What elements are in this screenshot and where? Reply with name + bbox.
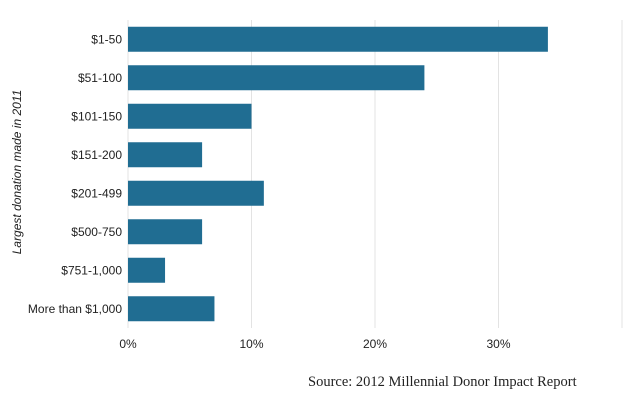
bar	[128, 142, 203, 168]
bar	[128, 180, 264, 206]
bar	[128, 219, 203, 245]
category-label: $151-200	[71, 148, 122, 162]
category-label: More than $1,000	[28, 302, 122, 316]
bar	[128, 103, 252, 129]
x-tick-label: 30%	[486, 337, 510, 351]
bars	[128, 26, 548, 322]
category-label: $101-150	[71, 109, 122, 123]
category-label: $51-100	[78, 71, 122, 85]
category-label: $201-499	[71, 186, 122, 200]
x-tick-label: 10%	[239, 337, 263, 351]
x-tick-label: 0%	[119, 337, 137, 351]
category-label: $1-50	[91, 32, 122, 46]
bar	[128, 65, 425, 91]
source-note: Source: 2012 Millennial Donor Impact Rep…	[308, 374, 577, 390]
category-label: $751-1,000	[61, 263, 122, 277]
category-labels: $1-50 $51-100 $101-150 $151-200 $201-499 $500…	[28, 32, 122, 316]
bar	[128, 26, 548, 52]
bar	[128, 296, 215, 322]
category-label: $500-750	[71, 225, 122, 239]
bar	[128, 257, 166, 283]
x-tick-label: 20%	[363, 337, 387, 351]
y-axis-title: Largest donation made in 2011	[10, 90, 24, 255]
x-tick-labels: 0% 10% 20% 30%	[119, 337, 511, 351]
